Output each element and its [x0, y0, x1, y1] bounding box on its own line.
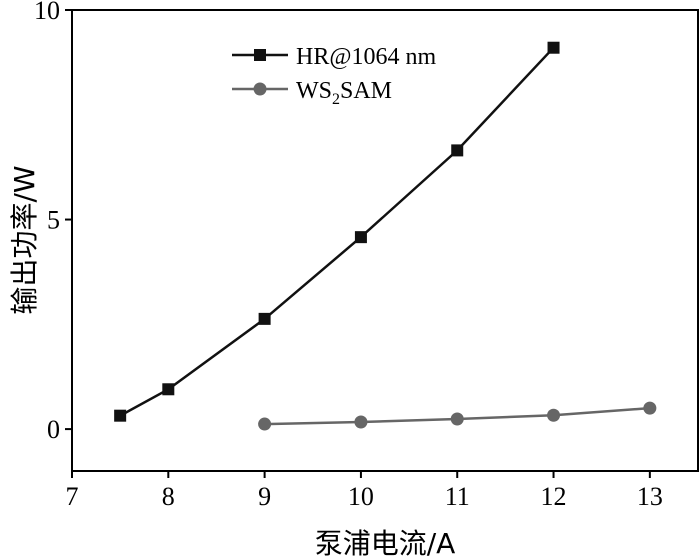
plot-frame [71, 9, 699, 472]
data-point [258, 312, 271, 325]
legend-label-1-main: WS [296, 78, 332, 104]
series-1 [258, 401, 657, 431]
x-tick-label: 13 [637, 482, 663, 511]
y-axis-ticks: 0 5 10 [34, 0, 72, 444]
legend-circle-marker [253, 82, 267, 96]
data-point [547, 408, 561, 422]
data-point [162, 383, 175, 396]
series-0 [114, 41, 560, 422]
series-0-line [119, 46, 555, 417]
x-tick-label: 11 [445, 482, 470, 511]
data-point [450, 412, 464, 426]
data-point [354, 415, 368, 429]
x-tick-label: 12 [541, 482, 567, 511]
data-point [451, 144, 464, 157]
legend-label-1-sub: 2 [332, 91, 340, 108]
x-tick-label: 10 [348, 482, 374, 511]
legend: HR@1064 nm WS2SAM [232, 44, 436, 108]
x-axis-ticks: 7 8 9 10 11 12 13 [66, 471, 663, 511]
legend-label-1-rest: SAM [340, 78, 392, 104]
legend-item-0: HR@1064 nm [232, 44, 436, 70]
legend-item-1: WS2SAM [232, 78, 392, 108]
y-tick-label: 5 [47, 206, 60, 235]
legend-square-marker [254, 49, 266, 61]
data-point [354, 231, 367, 244]
series-layer [114, 41, 657, 431]
y-tick-label: 0 [47, 415, 60, 444]
data-point [258, 417, 272, 431]
data-point [547, 41, 560, 54]
data-point [114, 409, 127, 422]
y-tick-label: 10 [34, 0, 60, 25]
y-axis-title: 输出功率/W [8, 165, 41, 314]
x-tick-label: 7 [66, 482, 79, 511]
data-point [643, 401, 657, 415]
legend-label-1: WS2SAM [296, 78, 392, 108]
x-tick-label: 9 [258, 482, 271, 511]
legend-label-0: HR@1064 nm [296, 44, 436, 70]
x-axis-title: 泵浦电流/A [315, 527, 456, 560]
x-tick-label: 8 [162, 482, 175, 511]
